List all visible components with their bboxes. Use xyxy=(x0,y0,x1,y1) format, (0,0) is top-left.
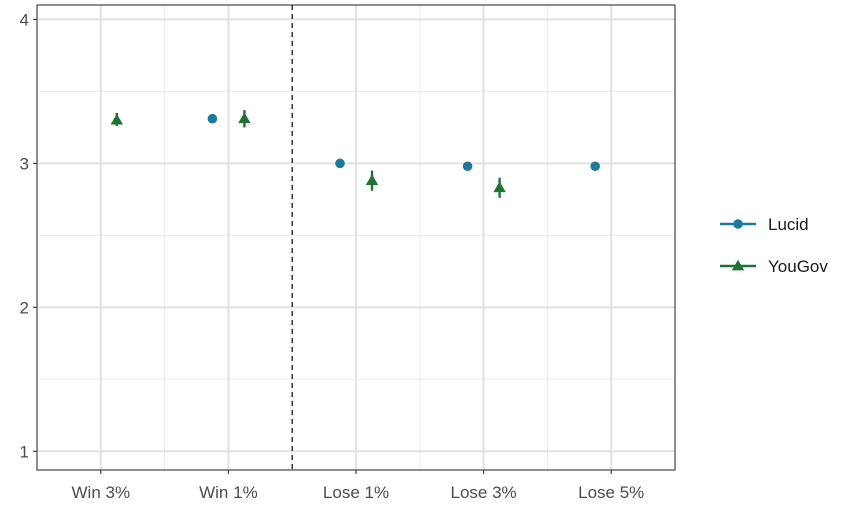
x-tick-label: Lose 5% xyxy=(578,483,644,502)
data-points xyxy=(110,112,600,193)
x-tick-label: Win 3% xyxy=(72,483,131,502)
data-point-lucid xyxy=(335,158,345,169)
data-point-lucid xyxy=(590,161,600,172)
x-tick-label: Win 1% xyxy=(199,483,258,502)
x-tick-label: Lose 3% xyxy=(451,483,517,502)
gridlines xyxy=(37,5,675,470)
legend-label: YouGov xyxy=(768,257,828,276)
data-point-yougov xyxy=(365,174,379,185)
data-point-yougov xyxy=(238,112,251,124)
data-point-lucid xyxy=(207,113,218,124)
x-tick-label: Lose 1% xyxy=(323,483,389,502)
legend-key-marker xyxy=(733,219,743,229)
legend-key-marker xyxy=(731,259,745,271)
legend: Lucid YouGov xyxy=(720,215,828,276)
legend-label: Lucid xyxy=(768,215,809,234)
data-point-yougov xyxy=(493,181,506,193)
y-tick-label: 3 xyxy=(20,154,29,173)
axes: 1 2 3 4 Win 3% Win 1% Lose 1% Lose 3% Lose 5% xyxy=(20,10,645,502)
data-point-yougov xyxy=(110,113,123,125)
y-tick-label: 2 xyxy=(20,298,29,317)
y-tick-label: 4 xyxy=(20,10,29,29)
y-tick-label: 1 xyxy=(20,442,29,461)
data-point-lucid xyxy=(462,161,473,172)
